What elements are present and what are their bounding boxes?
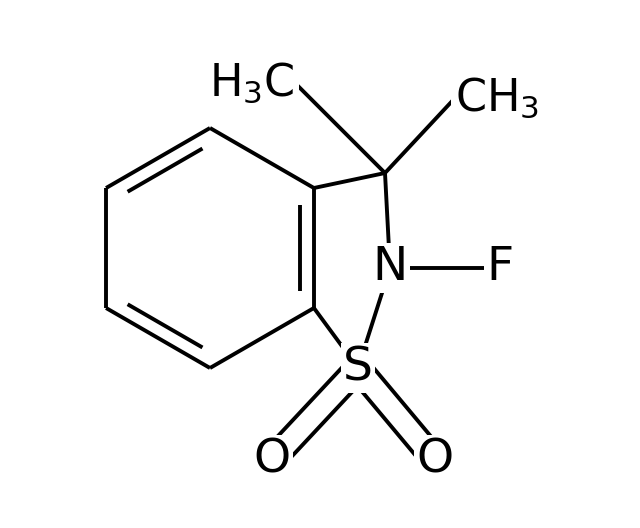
- Text: O: O: [253, 438, 291, 483]
- Text: $\mathregular{CH_3}$: $\mathregular{CH_3}$: [455, 76, 540, 120]
- Text: S: S: [343, 345, 373, 391]
- Text: $\mathregular{H_3C}$: $\mathregular{H_3C}$: [209, 61, 295, 105]
- Text: N: N: [372, 246, 408, 290]
- Text: O: O: [417, 438, 454, 483]
- Text: F: F: [486, 246, 513, 290]
